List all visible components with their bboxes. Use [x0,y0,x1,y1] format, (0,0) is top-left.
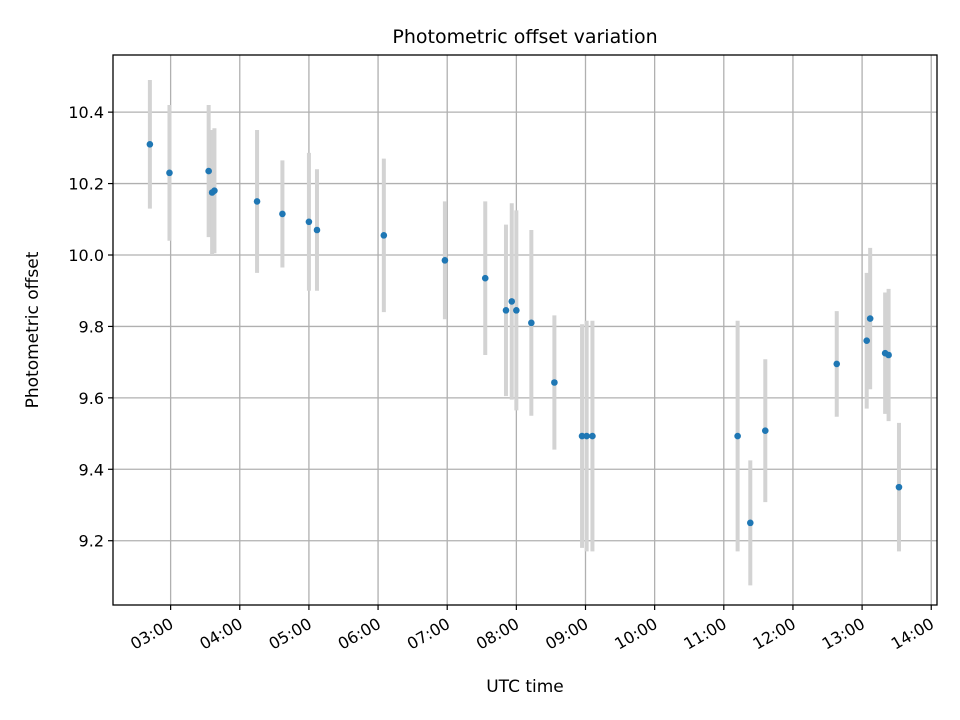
data-point [833,360,841,368]
plot-frame [112,54,938,606]
data-point [513,307,520,314]
y-tick-label: 9.8 [79,317,104,336]
y-tick-label: 10.2 [68,175,104,194]
data-point [508,298,516,305]
data-point [146,140,154,148]
data-point [528,319,535,327]
data-point [589,432,596,440]
data-point [885,351,892,359]
data-point [211,187,218,195]
data-point [279,210,286,218]
y-axis-title: Photometric offset [23,251,43,408]
data-point [863,337,871,345]
data-point [481,274,489,282]
y-tick-label: 10.0 [68,246,104,265]
x-axis-title: UTC time [486,677,564,697]
data-point [583,432,590,440]
grid-layer [113,55,937,605]
chart-title: Photometric offset variation [392,26,657,48]
data-point [895,483,903,491]
data-point [253,198,261,205]
y-tick-label: 10.4 [68,103,104,122]
data-point [380,232,388,239]
y-tick-label: 9.6 [79,389,104,408]
data-point [761,427,769,435]
data-point [441,257,449,264]
data-point [578,432,586,440]
y-tick-label: 9.4 [79,460,104,479]
data-point [313,226,321,234]
data-point [551,379,558,386]
data-point [305,218,313,226]
data-point [502,307,510,314]
point-layer [146,140,903,527]
data-point [205,167,212,175]
data-point [734,432,741,440]
data-point [166,169,173,177]
data-point [747,519,754,527]
data-point [866,315,874,322]
y-tick-label: 9.2 [79,532,104,551]
